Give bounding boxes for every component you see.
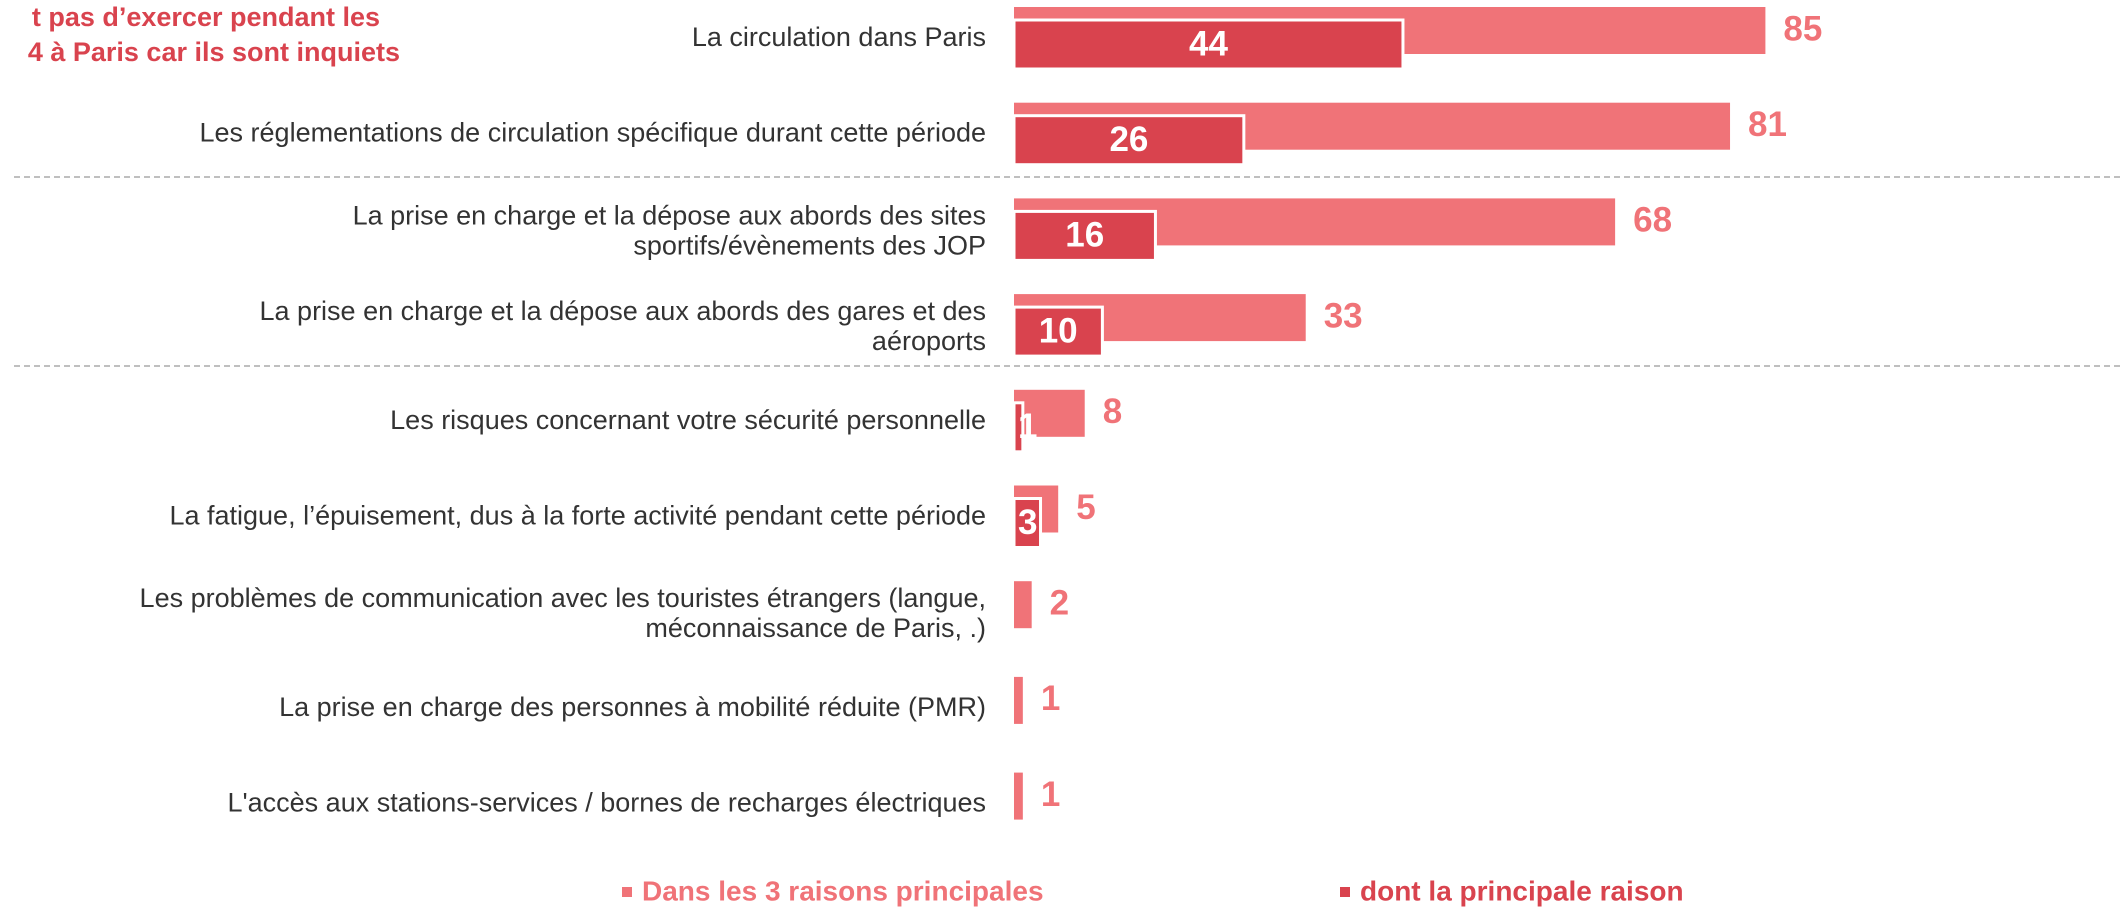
value-label: 81: [1748, 105, 1787, 144]
title-line: 4 à Paris car ils sont inquiets: [28, 37, 400, 67]
category-label: La prise en charge et la dépose aux abor…: [353, 201, 986, 261]
value-label: 68: [1633, 201, 1672, 240]
bar: [1012, 497, 1043, 549]
bar: [1014, 389, 1085, 437]
category-label: La prise en charge des personnes à mobil…: [279, 692, 986, 722]
value-label: 3: [1018, 503, 1037, 542]
value-label: 1: [1018, 407, 1037, 446]
value-label: 1: [1041, 775, 1060, 814]
legend-swatch: [622, 887, 632, 897]
value-label: 2: [1050, 583, 1069, 622]
legend-label: dont la principale raison: [1360, 875, 1684, 906]
bar: [1012, 18, 1405, 71]
value-label: 44: [1189, 24, 1228, 63]
value-label: 33: [1324, 296, 1363, 335]
value-label: 85: [1783, 9, 1822, 48]
value-label: 10: [1039, 311, 1078, 350]
bar: [1014, 676, 1023, 724]
bar: [1012, 305, 1104, 358]
value-label: 5: [1076, 488, 1095, 527]
category-label: L'accès aux stations-services / bornes d…: [227, 788, 986, 818]
legend-label: Dans les 3 raisons principales: [642, 875, 1044, 906]
bar: [1012, 209, 1157, 262]
bar: [1012, 401, 1025, 454]
value-label: 26: [1109, 120, 1148, 159]
legend-swatch: [1340, 887, 1350, 897]
bar: [1012, 114, 1246, 167]
category-label: Les réglementations de circulation spéci…: [200, 118, 986, 148]
title-line: t pas d’exercer pendant les: [32, 2, 380, 32]
category-label: La circulation dans Paris: [692, 22, 986, 52]
category-label: La fatigue, l’épuisement, dus à la forte…: [169, 501, 986, 531]
bar: [1014, 772, 1023, 820]
category-label: La prise en charge et la dépose aux abor…: [260, 296, 986, 356]
category-label: Les risques concernant votre sécurité pe…: [390, 405, 986, 435]
category-label: Les problèmes de communication avec les …: [140, 583, 986, 643]
bar: [1014, 581, 1032, 629]
value-label: 16: [1065, 216, 1104, 255]
value-label: 1: [1041, 679, 1060, 718]
value-label: 8: [1103, 392, 1122, 431]
